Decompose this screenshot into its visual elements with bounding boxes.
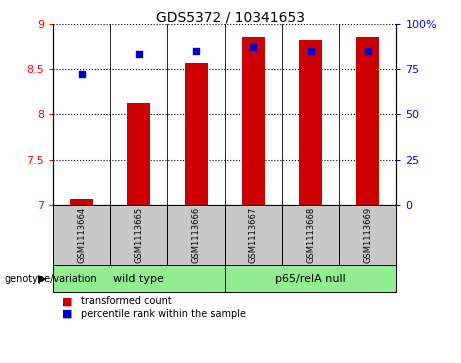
Text: GSM1113666: GSM1113666 [192,207,201,263]
Bar [282,205,339,265]
Bar [127,103,150,205]
Bar [167,205,225,265]
Bar [339,205,396,265]
Point [192,48,200,54]
Bar [185,62,207,205]
Text: GSM1113665: GSM1113665 [134,207,143,263]
Text: percentile rank within the sample: percentile rank within the sample [81,309,246,319]
Text: GSM1113668: GSM1113668 [306,207,315,263]
Bar [299,40,322,205]
Bar [242,37,265,205]
Bar [110,205,167,265]
Bar [225,265,396,292]
Text: GSM1113664: GSM1113664 [77,207,86,263]
Text: GSM1113669: GSM1113669 [363,207,372,263]
Point [135,52,142,57]
Text: ■: ■ [62,309,73,319]
Bar [53,205,110,265]
Bar [53,265,225,292]
Text: genotype/variation: genotype/variation [5,274,97,284]
Bar [225,205,282,265]
Bar [70,199,93,205]
Bar [356,37,379,205]
Text: wild type: wild type [113,274,164,284]
Text: ▶: ▶ [38,274,46,284]
Text: transformed count: transformed count [81,296,171,306]
Point [364,48,372,54]
Text: GDS5372 / 10341653: GDS5372 / 10341653 [156,11,305,25]
Text: p65/relA null: p65/relA null [275,274,346,284]
Point [78,72,85,77]
Point [250,44,257,50]
Point [307,48,314,54]
Text: ■: ■ [62,296,73,306]
Text: GSM1113667: GSM1113667 [249,207,258,263]
